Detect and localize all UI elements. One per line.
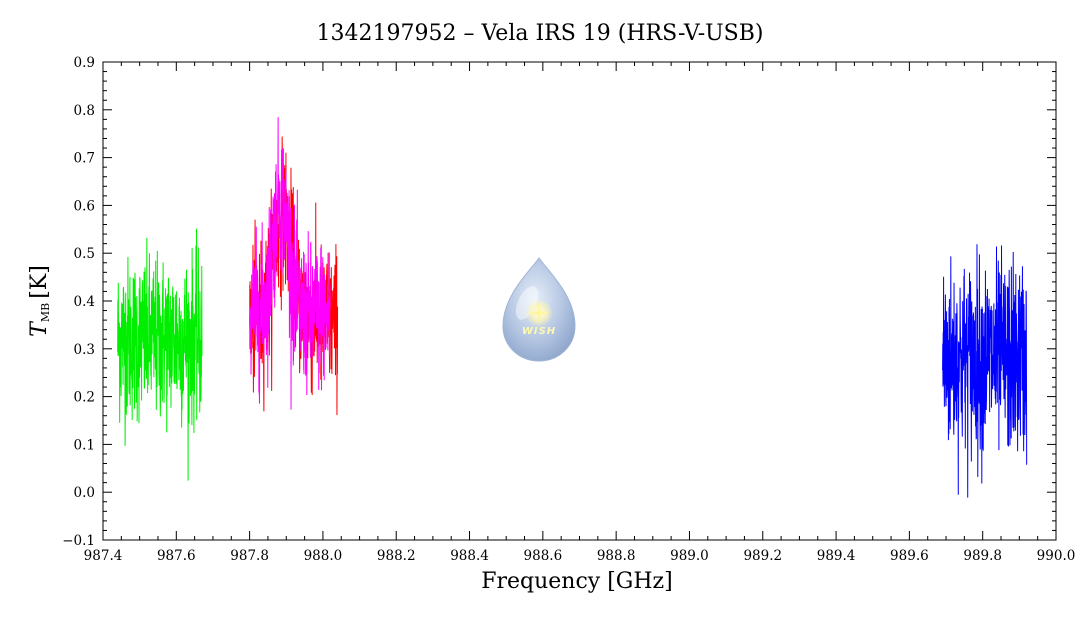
series-layer: [117, 117, 1028, 498]
y-axis-label: TMB [K]: [27, 265, 52, 337]
x-tick-label: 989.4: [817, 548, 856, 564]
x-tick-label: 989.0: [670, 548, 709, 564]
series-line-4: [941, 244, 1028, 498]
series-line-3: [249, 117, 331, 410]
y-tick-label: 0.4: [74, 294, 95, 310]
x-tick-label: 989.6: [890, 548, 929, 564]
x-tick-label: 989.8: [963, 548, 1002, 564]
x-tick-label: 988.4: [450, 548, 489, 564]
plot-frame: [102, 61, 1057, 541]
x-tick-label: 988.0: [304, 548, 343, 564]
y-axis: −0.1 0.0 0.1 0.2 0.3 0.4 0.5 0.6 0.7 0.8 0.9: [62, 55, 1056, 549]
y-axis-label-sub: MB: [39, 303, 52, 322]
y-tick-label: 0.1: [74, 437, 95, 453]
y-tick-label: −0.1: [62, 533, 95, 549]
wish-logo-text: WISH: [522, 326, 556, 337]
y-tick-label: 0.6: [74, 198, 95, 214]
y-tick-label: 0.2: [74, 390, 95, 406]
y-axis-label-unit: [K]: [27, 265, 52, 299]
star-icon: [529, 303, 549, 323]
y-tick-label: 0.5: [74, 246, 95, 262]
x-tick-label: 987.6: [157, 548, 196, 564]
x-tick-label: 987.8: [230, 548, 269, 564]
svg-text:TMB[K]: TMB [K]: [27, 265, 52, 337]
x-tick-label: 988.6: [524, 548, 563, 564]
y-tick-label: 0.7: [74, 151, 95, 167]
chart-title: 1342197952 – Vela IRS 19 (HRS-V-USB): [316, 21, 763, 46]
x-tick-label: 988.8: [597, 548, 636, 564]
y-tick-label: 0.0: [74, 485, 95, 501]
wish-logo: WISH: [502, 257, 576, 362]
x-axis: 987.4 987.6 987.8 988.0 988.2 988.4 988.6 988.8…: [84, 62, 1076, 564]
x-tick-label: 990.0: [1037, 548, 1076, 564]
y-axis-label-main: T: [27, 320, 52, 337]
y-tick-label: 0.9: [74, 55, 95, 71]
x-tick-label: 989.2: [743, 548, 782, 564]
x-axis-label: Frequency [GHz]: [481, 569, 673, 594]
y-tick-label: 0.8: [74, 103, 95, 119]
x-tick-label: 987.4: [84, 548, 123, 564]
x-tick-label: 988.2: [377, 548, 416, 564]
y-tick-label: 0.3: [74, 342, 95, 358]
series-line-1: [117, 228, 203, 481]
